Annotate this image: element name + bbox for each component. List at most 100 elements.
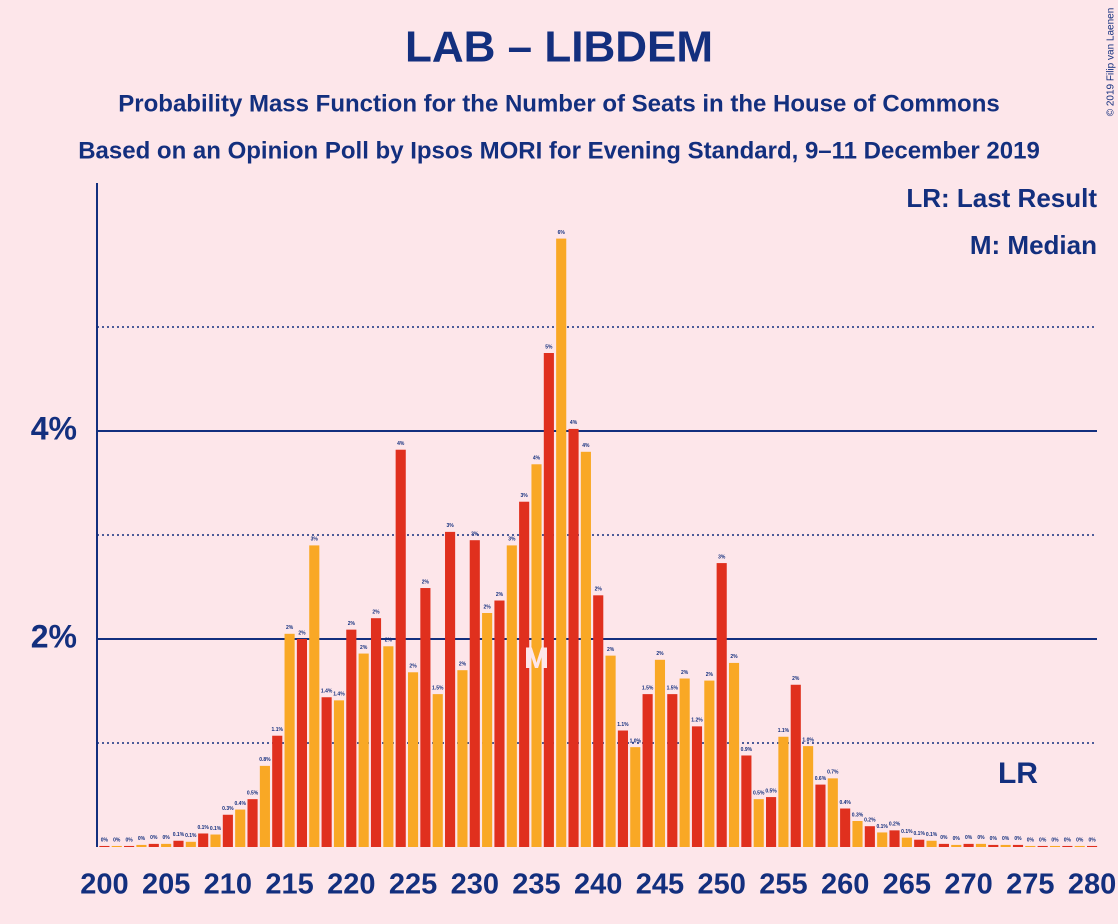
bar bbox=[519, 501, 530, 847]
bar bbox=[272, 735, 283, 847]
x-tick-label: 280 bbox=[1068, 869, 1116, 901]
bar bbox=[877, 832, 888, 847]
value-label: 0.1% bbox=[210, 826, 222, 832]
value-label: 4% bbox=[397, 441, 405, 447]
value-label: 0% bbox=[1051, 837, 1059, 843]
value-label: 0% bbox=[125, 837, 133, 843]
value-label: 0% bbox=[953, 836, 961, 842]
x-tick-label: 255 bbox=[759, 869, 807, 901]
bar bbox=[531, 464, 542, 847]
value-label: 0% bbox=[940, 835, 948, 841]
value-label: 1.1% bbox=[778, 728, 790, 734]
bar bbox=[432, 694, 443, 847]
value-label: 3% bbox=[508, 537, 516, 543]
bar bbox=[506, 545, 517, 847]
bar bbox=[605, 655, 616, 847]
value-label: 0.2% bbox=[889, 822, 901, 828]
bar bbox=[766, 797, 777, 847]
bar bbox=[457, 670, 468, 847]
bar bbox=[1062, 845, 1073, 847]
value-label: 0% bbox=[101, 837, 109, 843]
bar bbox=[716, 563, 727, 847]
value-label: 0.4% bbox=[839, 800, 851, 806]
value-label: 0% bbox=[1027, 837, 1035, 843]
bar bbox=[235, 809, 246, 847]
x-tick-label: 270 bbox=[944, 869, 992, 901]
value-label: 6% bbox=[558, 230, 566, 236]
bar bbox=[963, 843, 974, 847]
bar bbox=[988, 844, 999, 847]
bar bbox=[1049, 845, 1061, 847]
bar bbox=[654, 659, 666, 847]
value-label: 2% bbox=[422, 579, 430, 585]
value-label: 1.4% bbox=[321, 689, 333, 695]
bar bbox=[889, 830, 900, 847]
value-label: 0% bbox=[1014, 836, 1022, 842]
bar bbox=[543, 353, 554, 847]
bar bbox=[926, 840, 937, 847]
value-label: 0.1% bbox=[901, 829, 913, 835]
bar bbox=[407, 672, 419, 847]
value-label: 0% bbox=[977, 835, 985, 841]
bar bbox=[1012, 844, 1024, 847]
value-label: 0.5% bbox=[753, 790, 765, 796]
bar bbox=[383, 646, 394, 847]
value-label: 2% bbox=[409, 664, 417, 670]
x-tick-label: 265 bbox=[883, 869, 931, 901]
value-label: 1.2% bbox=[691, 718, 703, 724]
bar bbox=[951, 844, 962, 847]
x-tick-label: 250 bbox=[697, 869, 745, 901]
value-label: 1.5% bbox=[667, 685, 679, 691]
bar bbox=[395, 449, 406, 847]
value-label: 2% bbox=[372, 610, 380, 616]
value-label: 4% bbox=[570, 420, 578, 426]
bar bbox=[185, 841, 196, 847]
value-label: 1.5% bbox=[432, 685, 444, 691]
value-label: 2% bbox=[360, 645, 368, 651]
value-label: 0.1% bbox=[876, 824, 888, 830]
value-label: 2% bbox=[385, 638, 393, 644]
x-tick-label: 240 bbox=[574, 869, 622, 901]
bar bbox=[617, 730, 628, 847]
value-label: 0.7% bbox=[827, 770, 839, 776]
bar bbox=[222, 814, 233, 847]
bar bbox=[309, 545, 320, 847]
bar bbox=[728, 662, 740, 847]
bar bbox=[259, 765, 270, 847]
bar bbox=[124, 845, 135, 847]
value-label: 5% bbox=[545, 344, 553, 350]
bar bbox=[136, 844, 147, 847]
copyright: © 2019 Filip van Laenen bbox=[1106, 8, 1117, 117]
bar bbox=[790, 684, 801, 847]
bar bbox=[1037, 845, 1048, 847]
bar bbox=[630, 747, 641, 847]
bar bbox=[815, 784, 826, 847]
value-label: 0.1% bbox=[926, 832, 938, 838]
value-label: 2% bbox=[706, 672, 714, 678]
value-label: 3% bbox=[718, 554, 726, 560]
value-label: 2% bbox=[656, 651, 664, 657]
bar bbox=[580, 451, 591, 847]
bar bbox=[469, 540, 480, 847]
bar bbox=[642, 694, 653, 847]
bar bbox=[704, 680, 715, 847]
value-label: 4% bbox=[533, 456, 541, 462]
value-label: 1.4% bbox=[333, 692, 345, 698]
bar bbox=[494, 600, 505, 847]
bar bbox=[346, 629, 357, 847]
chart-title: LAB – LIBDEM bbox=[405, 23, 713, 72]
y-tick-label: 4% bbox=[31, 410, 77, 446]
bar bbox=[161, 843, 172, 847]
value-label: 0% bbox=[1039, 837, 1047, 843]
bar bbox=[1074, 845, 1085, 847]
bar bbox=[296, 639, 307, 847]
x-tick-label: 200 bbox=[80, 869, 128, 901]
value-label: 2% bbox=[792, 676, 800, 682]
value-label: 4% bbox=[582, 443, 590, 449]
value-label: 0.6% bbox=[815, 776, 827, 782]
bar bbox=[1087, 845, 1098, 847]
x-tick-label: 210 bbox=[204, 869, 252, 901]
value-label: 0% bbox=[138, 836, 146, 842]
x-tick-label: 260 bbox=[821, 869, 869, 901]
value-label: 3% bbox=[446, 523, 454, 529]
